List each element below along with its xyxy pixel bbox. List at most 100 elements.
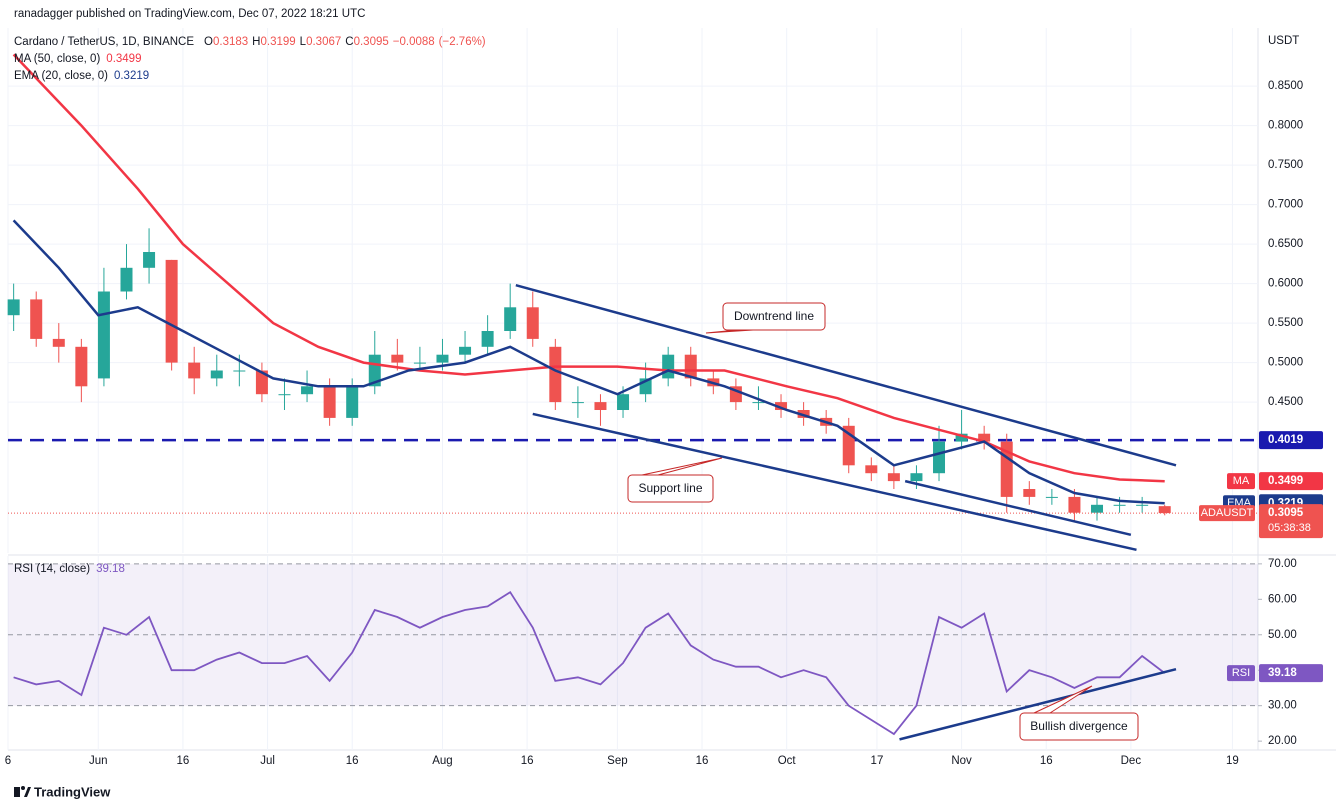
candle-body xyxy=(955,433,968,442)
y-tick-label: 20.00 xyxy=(1268,735,1297,747)
annotation-pointer xyxy=(641,457,723,476)
y-tick-label: 0.5000 xyxy=(1268,357,1303,369)
indicator-name-box xyxy=(1227,473,1255,490)
legend-value: 39.18 xyxy=(96,563,125,575)
legend-value: 0.3183 xyxy=(213,36,248,48)
axis-label: USDT xyxy=(1268,35,1299,47)
candle-body xyxy=(752,402,765,404)
candle-body xyxy=(481,331,494,347)
candle-body xyxy=(120,267,133,292)
candle-body xyxy=(526,307,539,339)
candle-body xyxy=(594,402,607,411)
legend-name: EMA (20, close, 0) xyxy=(14,70,108,82)
legend-title: Cardano / TetherUS, 1D, BINANCE xyxy=(14,36,194,48)
candle-body xyxy=(1068,496,1081,513)
candle-body xyxy=(887,473,900,482)
y-tick-label: 0.7000 xyxy=(1268,199,1303,211)
legend: MA (50, close, 0) 0.3499 xyxy=(14,53,141,65)
indicator-line xyxy=(12,219,1165,505)
price-tag: 0.3095 xyxy=(1268,507,1304,519)
legend-change-pct: (−2.76%) xyxy=(439,36,486,48)
candle-body xyxy=(910,473,923,482)
candle-body xyxy=(301,386,314,395)
footer: TradingView xyxy=(34,784,111,799)
candle-body xyxy=(143,251,156,268)
candle-body xyxy=(1113,504,1126,506)
y-tick-label: 0.4500 xyxy=(1268,396,1303,408)
x-tick-label: 17 xyxy=(871,755,884,767)
x-tick-label: 16 xyxy=(521,755,534,767)
candle-body xyxy=(933,441,946,474)
trendline xyxy=(515,283,1177,467)
legend-name: RSI (14, close) xyxy=(14,563,90,575)
legend-value: 0.3219 xyxy=(114,70,149,82)
candle-body xyxy=(571,402,584,404)
candle-body xyxy=(7,299,20,316)
candle-body xyxy=(1091,504,1104,513)
candle-body xyxy=(1158,506,1171,514)
y-tick-label: 60.00 xyxy=(1268,593,1297,605)
logo xyxy=(14,786,31,797)
y-tick-label: 0.7500 xyxy=(1268,159,1303,171)
annotation-box xyxy=(1019,712,1139,741)
legend-key: O xyxy=(204,36,213,48)
candle-body xyxy=(1136,504,1149,506)
candle-body xyxy=(278,394,291,396)
y-tick-label: 0.6500 xyxy=(1268,238,1303,250)
candle-body xyxy=(188,362,201,379)
grid xyxy=(7,28,1258,750)
x-tick-label: Jun xyxy=(89,755,108,767)
legend: EMA (20, close, 0) 0.3219 xyxy=(14,70,149,82)
y-tick-label: 30.00 xyxy=(1268,700,1297,712)
annotation-label: Bullish divergence xyxy=(1030,719,1128,733)
candle-body xyxy=(775,402,788,411)
candle-body xyxy=(413,362,426,364)
x-tick-label: 16 xyxy=(1040,755,1053,767)
candle-body xyxy=(684,354,697,379)
legend: Cardano / TetherUS, 1D, BINANCE O0.3183 H 0… xyxy=(14,36,486,48)
legend-name: MA (50, close, 0) xyxy=(14,53,100,65)
annotation-pointer xyxy=(1033,685,1093,714)
x-tick-label: 16 xyxy=(346,755,359,767)
x-tick-label: Oct xyxy=(778,755,797,767)
annotation-box xyxy=(627,474,714,503)
candle-body xyxy=(459,346,472,355)
candle-body xyxy=(165,259,178,363)
x-tick-label: Jul xyxy=(260,755,275,767)
rsi-tag: 39.18 xyxy=(1268,667,1297,679)
candle-body xyxy=(52,338,65,347)
legend-value: 0.3067 xyxy=(306,36,341,48)
candle-body xyxy=(549,346,562,403)
candle-body xyxy=(233,370,246,372)
indicator-line xyxy=(12,53,1165,483)
annotation-pointer xyxy=(705,329,754,334)
legend-key: L xyxy=(300,36,307,48)
candle-body xyxy=(346,386,359,418)
y-tick-label: 0.8500 xyxy=(1268,80,1303,92)
candle-body xyxy=(323,386,336,418)
x-tick-label: Sep xyxy=(607,755,627,767)
x-tick-label: 16 xyxy=(696,755,709,767)
trendline xyxy=(899,667,1177,741)
candle-body xyxy=(391,354,404,363)
x-tick-label: Nov xyxy=(951,755,972,767)
x-tick-label: 6 xyxy=(5,755,11,767)
indicator-tag-box xyxy=(1259,472,1323,491)
y-tick-label: 50.00 xyxy=(1268,629,1297,641)
legend-key: H xyxy=(252,36,260,48)
header: ranadagger published on TradingView.com,… xyxy=(14,8,365,20)
x-tick-label: Dec xyxy=(1121,755,1142,767)
candle-body xyxy=(255,370,268,395)
legend: RSI (14, close) 39.18 xyxy=(14,563,125,575)
candle-body xyxy=(436,354,449,363)
legend-value: 0.3095 xyxy=(354,36,389,48)
indicator-name-box xyxy=(1199,505,1255,522)
candle-body xyxy=(1023,489,1036,497)
indicator-name: RSI xyxy=(1232,667,1250,679)
rsi-line xyxy=(13,590,1166,736)
y-tick-label: 0.6000 xyxy=(1268,278,1303,290)
y-tick-label: 70.00 xyxy=(1268,558,1297,570)
candle-body xyxy=(662,354,675,379)
candle-body xyxy=(865,465,878,474)
